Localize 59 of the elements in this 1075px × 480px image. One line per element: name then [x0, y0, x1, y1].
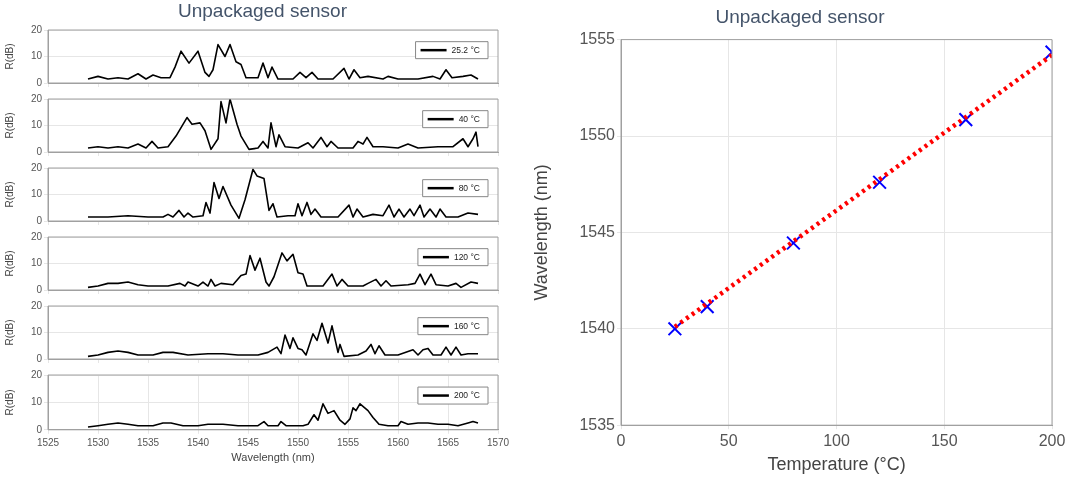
x-tick-label: 1540 [186, 436, 210, 448]
y-tick-label: 0 [36, 423, 43, 435]
x-tick-label: 1555 [336, 436, 360, 448]
y-axis-title: R(dB) [3, 181, 15, 208]
legend-label: 200 °C [453, 389, 481, 400]
point [872, 174, 887, 190]
y-tick-label: 0 [36, 352, 43, 364]
y-tick-label: 0 [36, 283, 43, 295]
x-tick-label: 200 [1038, 432, 1066, 450]
x-tick-label: 1565 [436, 436, 460, 448]
y-axis-title: R(dB) [3, 250, 15, 277]
y-tick-label: 1545 [579, 222, 616, 240]
y-tick-label: 10 [30, 257, 43, 269]
y-tick-label: 20 [30, 161, 43, 173]
x-tick-label: 1545 [236, 436, 260, 448]
y-tick-label: 10 [30, 119, 43, 131]
x-tick-label: 1525 [36, 436, 60, 448]
y-axis-title: R(dB) [3, 319, 15, 346]
y-tick-label: 1555 [579, 30, 616, 48]
x-axis-title: Temperature (°C) [767, 454, 906, 475]
point [699, 299, 715, 314]
y-tick-label: 10 [30, 396, 43, 408]
legend-label: 120 °C [453, 251, 481, 262]
y-axis-title: R(dB) [3, 43, 15, 70]
legend-label: 25.2 °C [451, 44, 481, 55]
y-tick-label: 20 [30, 92, 43, 104]
y-tick-label: 10 [30, 50, 43, 62]
x-tick-label: 1535 [136, 436, 160, 448]
y-tick-label: 10 [30, 188, 43, 200]
x-axis-title: Wavelength (nm) [231, 451, 315, 464]
y-axis-title: Wavelength (nm) [530, 164, 551, 301]
y-tick-label: 1540 [579, 319, 616, 337]
chart-title: Unpackaged sensor [177, 0, 348, 22]
y-axis-title: R(dB) [3, 389, 15, 416]
y-tick-label: 20 [30, 299, 43, 311]
x-tick-label: 100 [823, 432, 850, 450]
y-axis-title: R(dB) [3, 112, 15, 139]
x-tick-label: 1570 [486, 436, 510, 448]
y-tick-label: 1550 [579, 126, 616, 144]
y-tick-label: 0 [36, 76, 43, 88]
y-tick-label: 10 [30, 326, 43, 338]
legend-label: 40 °C [458, 113, 481, 124]
y-tick-label: 1535 [579, 415, 616, 433]
y-tick-label: 20 [30, 368, 43, 380]
y-tick-label: 20 [30, 230, 43, 242]
point [958, 112, 974, 127]
legend-label: 160 °C [453, 320, 481, 331]
x-tick-label: 150 [930, 432, 958, 450]
legend-label: 80 °C [458, 182, 481, 193]
point [786, 235, 801, 251]
y-tick-label: 20 [30, 23, 43, 35]
point [667, 321, 683, 337]
x-tick-label: 50 [719, 432, 738, 450]
y-tick-label: 0 [36, 145, 43, 157]
x-tick-label: 1560 [386, 436, 410, 448]
x-tick-label: 1530 [86, 436, 110, 448]
chart-title: Unpackaged sensor [714, 6, 886, 28]
y-tick-label: 0 [36, 214, 43, 226]
x-tick-label: 1550 [286, 436, 310, 448]
